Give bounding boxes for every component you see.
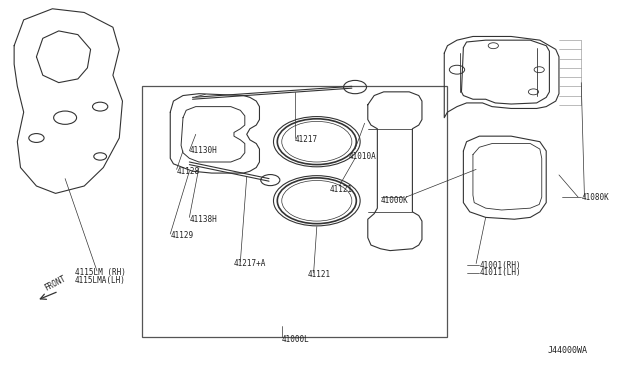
Text: J44000WA: J44000WA	[548, 346, 588, 355]
Text: 4115LMA(LH): 4115LMA(LH)	[75, 276, 125, 285]
Text: 41217: 41217	[294, 135, 317, 144]
Text: 41217+A: 41217+A	[234, 259, 266, 268]
Text: FRONT: FRONT	[43, 275, 67, 293]
Text: 41129: 41129	[170, 231, 193, 240]
Text: 41080K: 41080K	[581, 193, 609, 202]
Text: 41121: 41121	[307, 270, 330, 279]
Text: 41138H: 41138H	[189, 215, 217, 224]
Text: 41011(LH): 41011(LH)	[479, 268, 521, 277]
Text: 41000L: 41000L	[282, 335, 310, 344]
Text: 41130H: 41130H	[189, 147, 217, 155]
Text: 41128: 41128	[177, 167, 200, 176]
Bar	[141, 86, 447, 337]
Text: 41001(RH): 41001(RH)	[479, 261, 521, 270]
Text: 41121: 41121	[330, 185, 353, 194]
Text: 4115LM (RH): 4115LM (RH)	[75, 268, 125, 277]
Text: 41010A: 41010A	[349, 152, 376, 161]
Text: 41000K: 41000K	[381, 196, 408, 205]
